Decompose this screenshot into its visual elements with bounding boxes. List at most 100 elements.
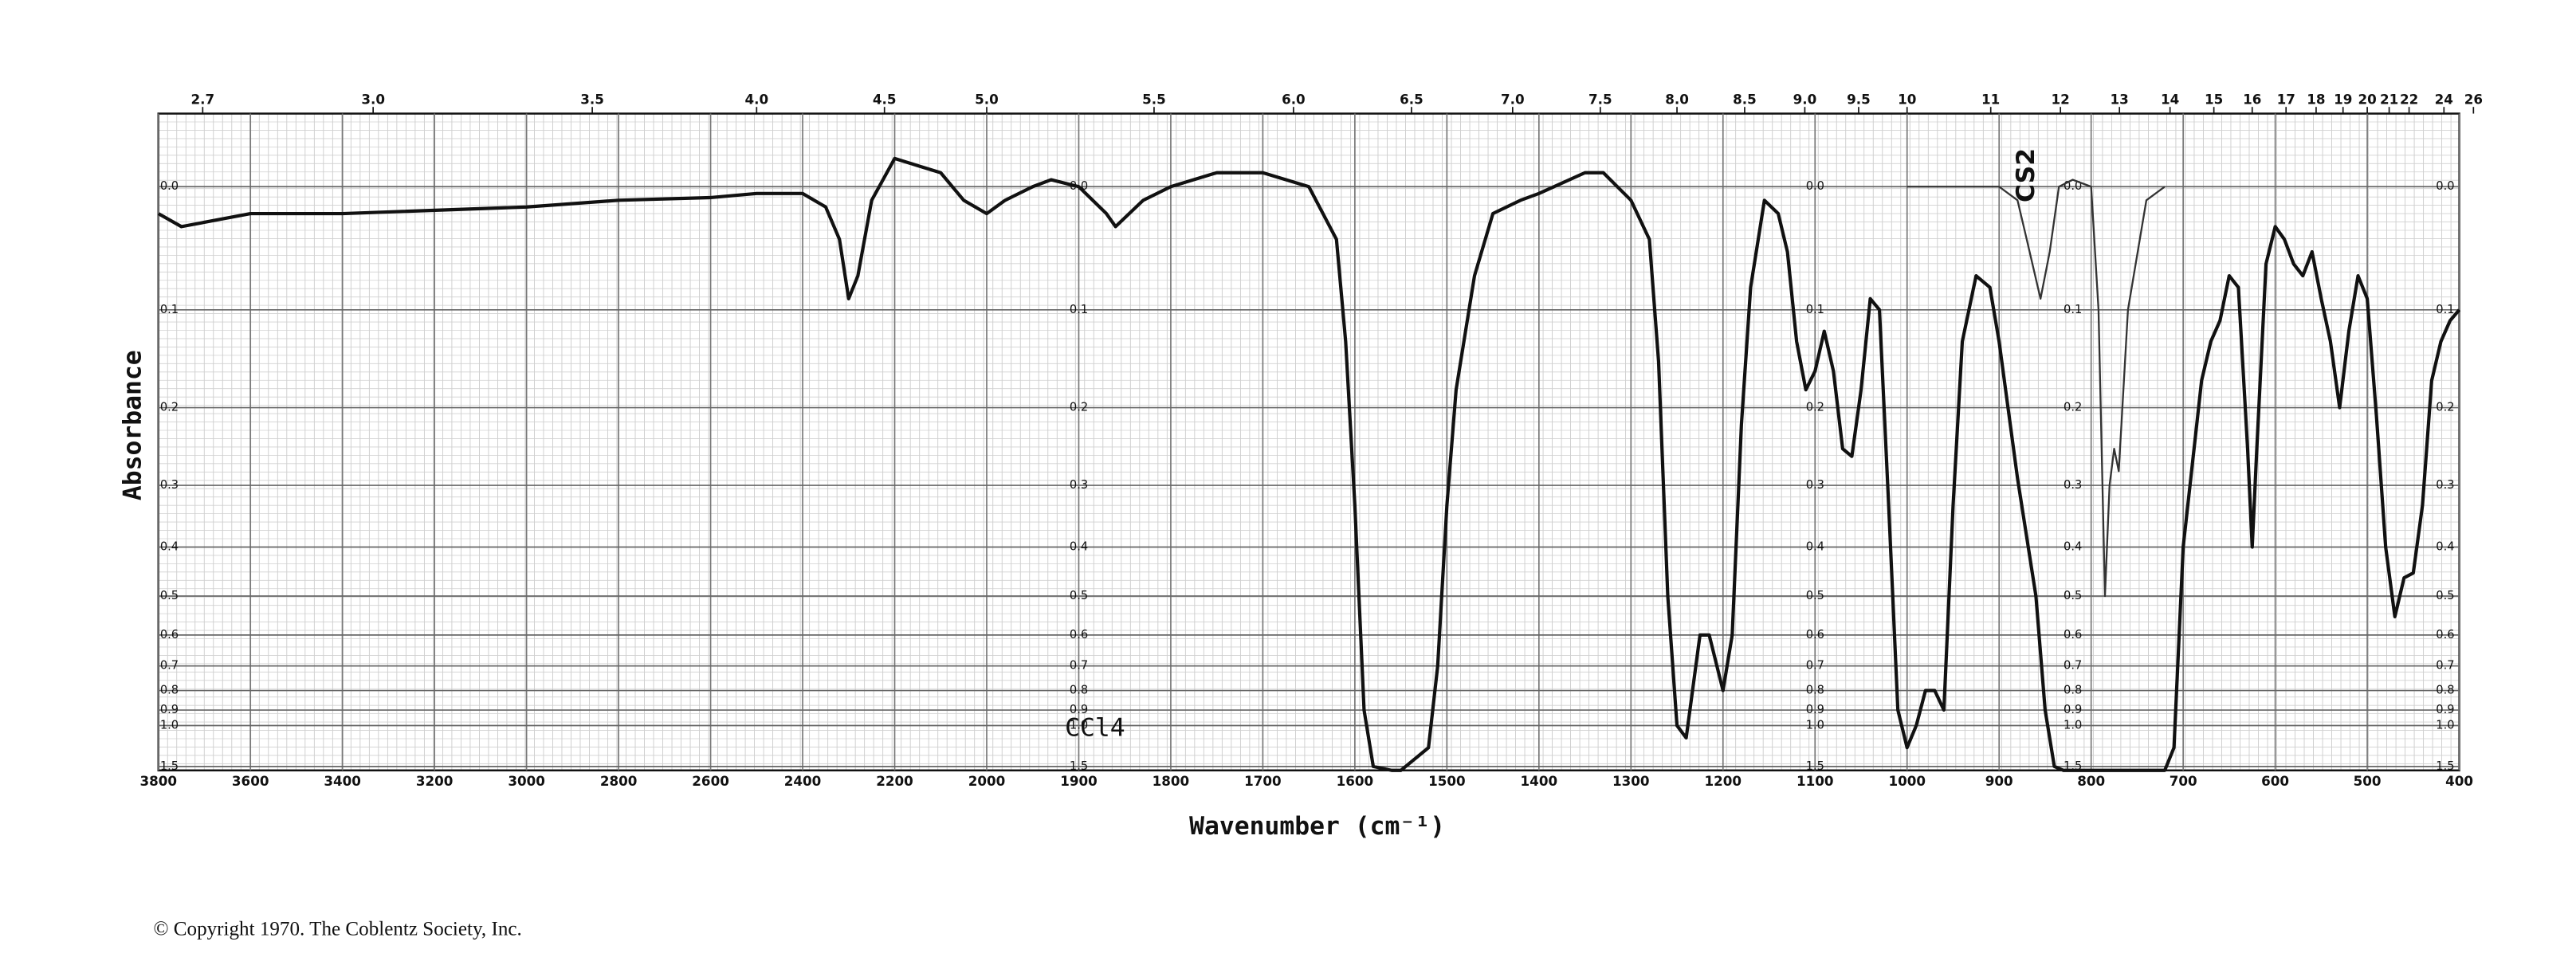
spectrum-line [157, 156, 2461, 772]
x2-tick-label: 26 [2464, 91, 2483, 107]
x-tick-label: 1100 [1797, 773, 1834, 789]
grid: 3800 3600 3400 3200 3000 2800 2600 2400 2200 2000… [139, 91, 2483, 789]
x2-tick-label: 9.5 [1847, 91, 1871, 107]
x2-tick-label: 6.0 [1282, 91, 1306, 107]
x-tick-label: 400 [2445, 773, 2473, 789]
x2-tick-label: 4.0 [744, 91, 768, 107]
y-tick-label: 1.5 [1806, 759, 1824, 773]
y-tick-label: 0.8 [160, 684, 179, 697]
x2-tick-label: 7.0 [1501, 91, 1525, 107]
x2-tick-label: 13 [2111, 91, 2129, 107]
y-tick-label: 0.1 [2436, 303, 2454, 316]
y-tick-label: 0.6 [160, 628, 179, 641]
y-tick-label: 0.8 [2436, 684, 2454, 697]
y-tick-label: 0.5 [2064, 589, 2082, 602]
x-tick-label: 800 [2077, 773, 2105, 789]
y-tick-label: 0.9 [2436, 703, 2454, 716]
series-label: CCl4 [1065, 713, 1125, 742]
y-tick-label: 1.0 [1070, 718, 1088, 732]
y-axis-title: Absorbance [118, 350, 147, 500]
x2-tick-label: 22 [2400, 91, 2418, 107]
plot: CCl4 CS2 [157, 148, 2461, 772]
y-tick-label: 0.1 [2064, 303, 2082, 316]
x2-tick-label: 3.0 [361, 91, 385, 107]
y-tick-label: 0.2 [2436, 401, 2454, 414]
x2-tick-label: 8.0 [1665, 91, 1689, 107]
x-tick-label: 500 [2354, 773, 2382, 789]
x2-tick-label: 15 [2205, 91, 2223, 107]
y-tick-label: 0.4 [2436, 539, 2454, 553]
x2-tick-label: 2.7 [191, 91, 215, 107]
y-tick-label: 0.4 [2064, 539, 2082, 553]
x2-tick-label: 7.5 [1588, 91, 1612, 107]
y-tick-label: 1.5 [2436, 759, 2454, 773]
y-tick-label: 0.7 [2064, 659, 2082, 673]
x2-tick-label: 9.0 [1793, 91, 1817, 107]
y-tick-label: 0.3 [160, 478, 179, 492]
y-tick-label: 0.3 [2436, 478, 2454, 492]
x-tick-label: 3400 [324, 773, 361, 789]
y-tick-label: 0.9 [1806, 703, 1824, 716]
x-tick-label: 3200 [416, 773, 454, 789]
x2-tick-label: 16 [2243, 91, 2261, 107]
x-tick-label: 1800 [1153, 773, 1190, 789]
x2-tick-label: 5.5 [1142, 91, 1166, 107]
y-tick-label: 1.0 [1806, 718, 1824, 732]
x-tick-label: 2800 [600, 773, 638, 789]
y-tick-label: 1.0 [2436, 718, 2454, 732]
x-tick-label: 900 [1985, 773, 2013, 789]
x2-tick-label: 11 [1981, 91, 2000, 107]
y-tick-label: 0.3 [1806, 478, 1824, 492]
y-tick-label: 0.5 [1070, 589, 1088, 602]
x-axis-title: Wavenumber (cm⁻¹) [1189, 812, 1445, 841]
x-tick-label: 3000 [508, 773, 545, 789]
x-tick-label: 1000 [1888, 773, 1926, 789]
y-tick-label: 0.7 [160, 659, 179, 673]
y-tick-label: 1.5 [160, 759, 179, 773]
y-tick-label: 0.7 [2436, 659, 2454, 673]
y-tick-label: 0.4 [1806, 539, 1824, 553]
x-tick-label: 1700 [1244, 773, 1282, 789]
x2-tick-label: 6.5 [1400, 91, 1423, 107]
x2-tick-label: 3.5 [580, 91, 604, 107]
y-tick-label: 1.0 [2064, 718, 2082, 732]
y-tick-label: 0.0 [160, 179, 179, 193]
y-tick-label: 0.8 [1070, 684, 1088, 697]
x-tick-label: 700 [2170, 773, 2197, 789]
x-tick-label: 1400 [1521, 773, 1558, 789]
y-tick-label: 1.0 [160, 718, 179, 732]
x-tick-label: 600 [2261, 773, 2289, 789]
y-tick-label: 0.3 [1070, 478, 1088, 492]
x-tick-label: 3600 [232, 773, 269, 789]
x2-tick-label: 19 [2334, 91, 2352, 107]
y-tick-label: 0.0 [1806, 179, 1824, 193]
y-tick-label: 0.8 [2064, 684, 2082, 697]
y-tick-label: 0.1 [1806, 303, 1824, 316]
y-tick-label: 0.5 [2436, 589, 2454, 602]
x2-tick-label: 12 [2052, 91, 2070, 107]
y-tick-label: 0.7 [1806, 659, 1824, 673]
x2-tick-label: 4.5 [873, 91, 897, 107]
y-tick-label: 0.1 [1070, 303, 1088, 316]
series-label: CS2 [2012, 148, 2040, 202]
y-tick-label: 0.4 [160, 539, 179, 553]
y-tick-label: 0.6 [2064, 628, 2082, 641]
y-tick-label: 0.0 [2436, 179, 2454, 193]
footnote: © Copyright 1970. The Coblentz Society, … [153, 918, 521, 940]
y-tick-label: 0.9 [2064, 703, 2082, 716]
x2-tick-label: 8.5 [1733, 91, 1757, 107]
y-tick-label: 0.2 [1806, 401, 1824, 414]
y-tick-label: 0.6 [1070, 628, 1088, 641]
y-tick-label: 0.5 [1806, 589, 1824, 602]
y-tick-label: 0.8 [1806, 684, 1824, 697]
x-tick-label: 2400 [784, 773, 822, 789]
x2-tick-label: 5.0 [975, 91, 999, 107]
x-tick-label: 1600 [1337, 773, 1374, 789]
y-tick-label: 0.1 [160, 303, 179, 316]
x-tick-label: 2000 [968, 773, 1006, 789]
y-tick-label: 0.4 [1070, 539, 1088, 553]
y-tick-label: 0.9 [160, 703, 179, 716]
y-tick-label: 0.7 [1070, 659, 1088, 673]
